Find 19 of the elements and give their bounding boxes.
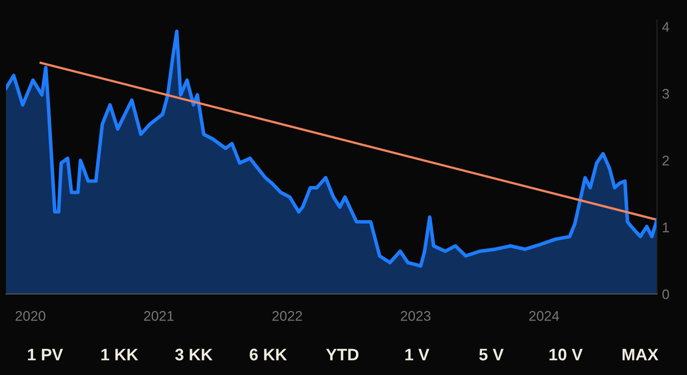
y-tick-label: 2 (662, 156, 669, 166)
y-tick-label: 1 (662, 222, 669, 232)
x-tick-label: 2024 (529, 311, 560, 321)
text: 10 V (550, 348, 583, 360)
y-tick-label: 0 (662, 289, 670, 300)
x-tick-label: 2023 (400, 311, 430, 321)
text: 5 V (479, 348, 504, 360)
text: YTD (326, 348, 358, 360)
x-tick-label: 2020 (16, 311, 46, 321)
text: 3 KK (175, 348, 213, 360)
y-tick-label: 4 (662, 22, 670, 32)
text: 1 V (405, 348, 430, 360)
text: 1 KK (101, 348, 138, 360)
x-tick-label: 2022 (272, 311, 302, 321)
x-tick-label: 2021 (144, 311, 174, 321)
text: MAX (622, 348, 658, 360)
text: 1 PV (28, 348, 63, 360)
text: 6 KK (250, 348, 287, 360)
y-tick-label: 3 (662, 88, 669, 99)
